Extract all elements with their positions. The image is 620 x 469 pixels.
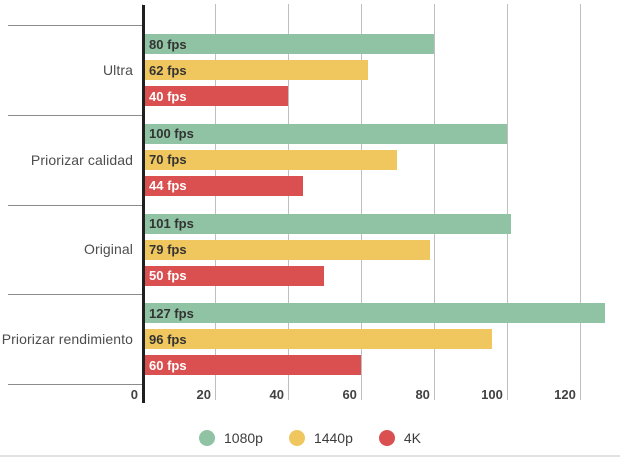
- bar-value-label: 44 fps: [149, 178, 187, 194]
- bar-4k-ultra: 40 fps: [145, 86, 288, 106]
- bar-1440p-priorizar-rendimiento: 96 fps: [145, 329, 493, 350]
- category-label-ultra: Ultra: [102, 61, 133, 78]
- bar-value-label: 127 fps: [149, 305, 194, 321]
- gridline-120: [579, 4, 581, 400]
- gridline-20: [214, 4, 216, 400]
- legend-item-4k: 4K: [378, 430, 421, 446]
- gridline-60: [360, 4, 362, 400]
- x-tick-label-60: 60: [342, 387, 357, 402]
- row-separator: [8, 25, 145, 26]
- legend-item-1080p: 1080p: [199, 430, 263, 446]
- bar-value-label: 80 fps: [149, 36, 187, 52]
- row-separator: [8, 204, 145, 206]
- y-axis-line: [142, 5, 145, 403]
- bar-1080p-ultra: 80 fps: [145, 34, 434, 54]
- x-tick-label-40: 40: [269, 387, 284, 402]
- bar-value-label: 79 fps: [149, 242, 187, 257]
- bar-value-label: 100 fps: [149, 126, 194, 142]
- bar-value-label: 50 fps: [149, 268, 187, 283]
- legend-swatch-1080p: [199, 430, 215, 446]
- legend-item-label: 1440p: [313, 430, 353, 446]
- bottom-divider: [0, 455, 620, 457]
- row-separator: [8, 384, 145, 385]
- x-tick-label-20: 20: [196, 387, 211, 402]
- gridline-100: [506, 4, 508, 400]
- gridline-40: [287, 4, 289, 400]
- row-separator: [8, 294, 145, 296]
- legend-item-1440p: 1440p: [288, 430, 353, 446]
- legend-swatch-1440p: [288, 430, 305, 446]
- row-separator: [8, 114, 145, 116]
- bar-1440p-priorizar-calidad: 70 fps: [145, 149, 398, 170]
- bar-value-label: 70 fps: [149, 152, 187, 168]
- x-tick-label-0: 0: [130, 387, 138, 402]
- bar-1440p-original: 79 fps: [145, 239, 431, 260]
- bar-4k-priorizar-calidad: 44 fps: [145, 175, 303, 196]
- gridline-80: [433, 4, 435, 400]
- bar-value-label: 96 fps: [149, 331, 187, 347]
- bar-value-label: 62 fps: [149, 62, 187, 78]
- legend-item-label: 1080p: [224, 430, 263, 446]
- bar-4k-priorizar-rendimiento: 60 fps: [145, 355, 361, 376]
- x-tick-label-80: 80: [415, 387, 430, 402]
- legend-item-label: 4K: [403, 430, 421, 446]
- bar-4k-original: 50 fps: [145, 265, 325, 286]
- category-label-original: Original: [83, 241, 133, 258]
- category-label-priorizar-calidad: Priorizar calidad: [30, 151, 133, 168]
- bar-1080p-original: 101 fps: [145, 213, 511, 234]
- bar-value-label: 101 fps: [149, 216, 194, 231]
- bar-1440p-ultra: 62 fps: [145, 60, 369, 80]
- bar-value-label: 60 fps: [149, 357, 187, 373]
- bar-value-label: 40 fps: [149, 88, 187, 104]
- legend-swatch-4k: [378, 430, 395, 446]
- x-tick-label-120: 120: [554, 387, 576, 402]
- x-tick-label-100: 100: [481, 387, 503, 402]
- bar-1080p-priorizar-rendimiento: 127 fps: [145, 303, 606, 324]
- bar-1080p-priorizar-calidad: 100 fps: [145, 123, 507, 144]
- category-label-priorizar-rendimiento: Priorizar rendimiento: [1, 331, 133, 348]
- legend: 1080p 1440p 4K: [0, 428, 620, 448]
